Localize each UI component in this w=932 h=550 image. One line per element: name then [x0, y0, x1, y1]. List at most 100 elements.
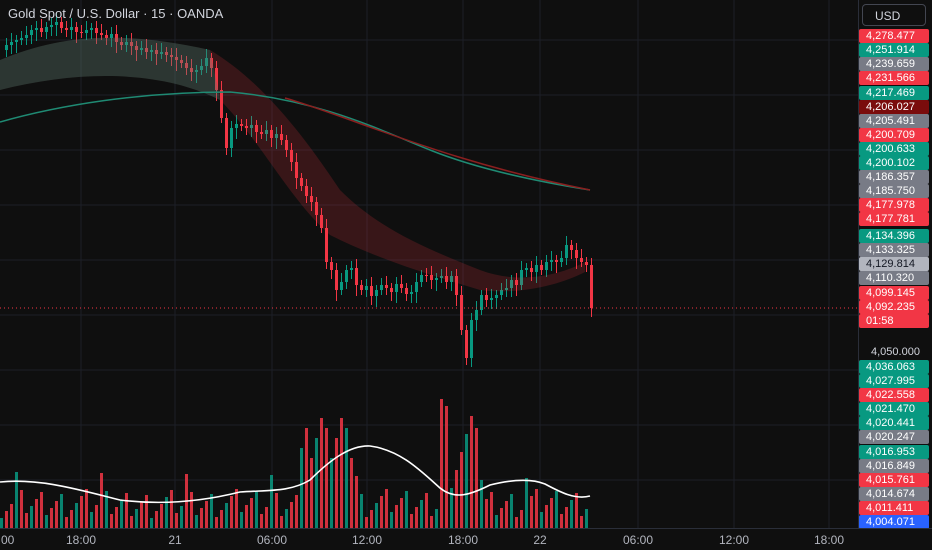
volume-bar [235, 489, 238, 528]
time-label: 22 [533, 533, 547, 547]
candle-body [215, 68, 218, 90]
volume-bar [530, 496, 533, 528]
volume-bar [365, 517, 368, 528]
candle-body [235, 124, 238, 128]
volume-bar [95, 505, 98, 528]
candle-body [390, 288, 393, 292]
candle-body [60, 22, 63, 28]
candle-body [355, 268, 358, 285]
price-label: 4,015.761 [859, 473, 929, 487]
candle-body [195, 70, 198, 72]
volume-bar [205, 501, 208, 528]
candle-body [85, 30, 88, 33]
price-label: 4,021.470 [859, 402, 929, 416]
price-label: 4,050.000 [871, 346, 920, 358]
volume-bar [220, 510, 223, 528]
candle-body [115, 34, 118, 42]
time-label: 21 [168, 533, 182, 547]
candle-body [310, 196, 313, 202]
volume-bar [270, 475, 273, 528]
volume-bar [145, 495, 148, 528]
candle-body [465, 330, 468, 358]
price-chart[interactable] [0, 0, 858, 528]
volume-bar [325, 428, 328, 528]
volume-bar [525, 478, 528, 528]
volume-bar [10, 504, 13, 528]
candle-body [585, 262, 588, 265]
time-label: 18:00 [65, 533, 97, 547]
candle-body [460, 295, 463, 330]
candle-body [5, 45, 8, 50]
candle-body [90, 28, 93, 30]
price-label: 4,004.071 [859, 515, 929, 529]
volume-bar [570, 500, 573, 528]
volume-bar [165, 497, 168, 528]
volume-bar [155, 511, 158, 528]
time-label: 18:00 [813, 533, 845, 547]
ema-ribbon [0, 37, 585, 292]
volume-bar [210, 494, 213, 528]
volume-bar [45, 515, 48, 528]
volume-bar [480, 480, 483, 528]
volume-ma-line [0, 445, 591, 504]
candle-body [300, 178, 303, 186]
candle-body [265, 130, 268, 134]
candle-body [565, 245, 568, 258]
price-label: 4,110.320 [859, 271, 929, 285]
candle-body [560, 258, 563, 262]
candle-body [130, 42, 133, 46]
candle-body [285, 140, 288, 150]
volume-bar [395, 505, 398, 528]
candle-body [575, 250, 578, 258]
symbol-title[interactable]: Gold Spot / U.S. Dollar · 15 · OANDA [8, 6, 224, 21]
volume-bar [430, 516, 433, 528]
candle-body [95, 28, 98, 33]
volume-bar [465, 434, 468, 528]
candle-body [10, 42, 13, 45]
price-label: 4,239.659 [859, 57, 929, 71]
volume-bar [180, 506, 183, 528]
volume-bar [130, 516, 133, 528]
candle-body [40, 28, 43, 32]
candle-body [70, 27, 73, 30]
candle-body [220, 90, 223, 118]
candle-body [580, 258, 583, 262]
candle-body [405, 288, 408, 294]
volume-bar [425, 493, 428, 528]
candle-body [80, 32, 83, 33]
time-axis[interactable]: :00 18:00 21 06:00 12:00 18:00 22 06:00 12:00 18:… [0, 528, 932, 550]
time-label: 06:00 [622, 533, 654, 547]
volume-bar [560, 514, 563, 528]
price-scale[interactable] [858, 0, 932, 528]
volume-bar [320, 418, 323, 528]
volume-bar [70, 510, 73, 528]
candle-body [125, 42, 128, 45]
volume-bar [470, 416, 473, 528]
volume-bar [245, 505, 248, 528]
candle-body [370, 286, 373, 296]
volume-bar [520, 510, 523, 528]
price-label: 4,036.063 [859, 360, 929, 374]
volume-bar [285, 509, 288, 528]
candle-body [365, 286, 368, 290]
price-label: 4,133.325 [859, 243, 929, 257]
candle-body [345, 270, 348, 282]
price-label: 4,027.995 [859, 374, 929, 388]
candle-body [110, 34, 113, 38]
volume-bar [290, 502, 293, 528]
candle-body [525, 268, 528, 270]
volume-bar [585, 509, 588, 528]
candle-body [225, 118, 228, 148]
volume-bar [340, 418, 343, 528]
volume-bar [510, 494, 513, 528]
candle-body [250, 125, 253, 128]
currency-button[interactable]: USD [862, 4, 926, 26]
volume-bar [150, 518, 153, 528]
long-ma-line-red [284, 97, 591, 191]
chart-pane[interactable]: Gold Spot / U.S. Dollar · 15 · OANDA [0, 0, 858, 528]
candle-body [420, 275, 423, 282]
candle-body [435, 278, 438, 280]
volume-bar [175, 513, 178, 528]
volume-bar [345, 428, 348, 528]
candle-body [180, 60, 183, 63]
